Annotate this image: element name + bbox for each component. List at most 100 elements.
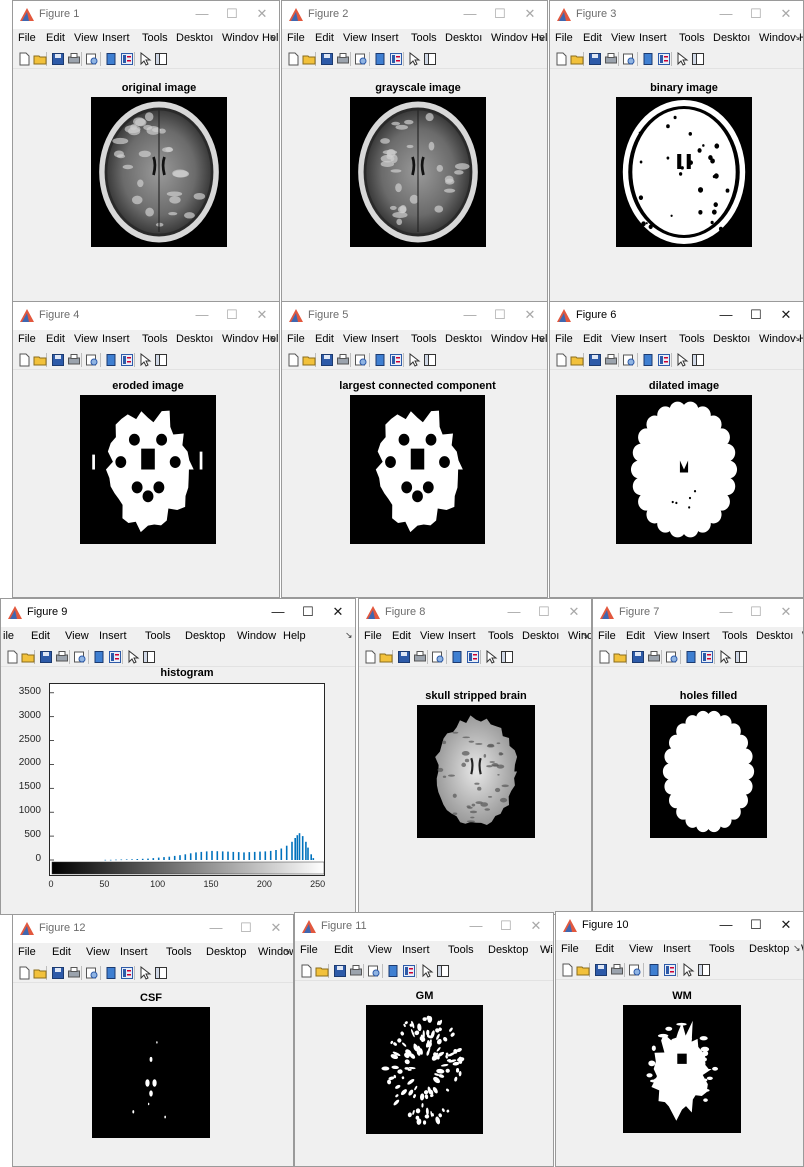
- close-button[interactable]: ✕: [256, 307, 268, 322]
- minimize-button[interactable]: —: [209, 920, 223, 935]
- menu-help[interactable]: Help: [531, 32, 548, 44]
- link-plot-icon[interactable]: [386, 964, 400, 978]
- new-figure-icon[interactable]: [597, 650, 611, 664]
- window-titlebar[interactable]: Figure 9 — ☐ ✕: [1, 599, 355, 627]
- maximize-button[interactable]: ☐: [302, 604, 314, 619]
- open-file-icon[interactable]: [613, 650, 627, 664]
- close-button[interactable]: ✕: [780, 604, 792, 619]
- link-plot-icon[interactable]: [647, 963, 661, 977]
- menu-tools[interactable]: Tools: [142, 333, 168, 345]
- insert-colorbar-icon[interactable]: [466, 650, 480, 664]
- open-file-icon[interactable]: [33, 966, 47, 980]
- menu-view[interactable]: View: [65, 630, 89, 642]
- menu-overflow-arrow[interactable]: ↘: [581, 630, 589, 640]
- menu-help[interactable]: Help: [531, 333, 548, 345]
- menu-desktop[interactable]: Desktop: [749, 943, 790, 955]
- menu-file[interactable]: File: [287, 32, 305, 44]
- print-preview-icon[interactable]: [354, 52, 368, 66]
- edit-plot-arrow-icon[interactable]: [681, 962, 695, 977]
- menu-view[interactable]: View: [368, 944, 392, 956]
- open-file-icon[interactable]: [33, 52, 47, 66]
- open-file-icon[interactable]: [302, 353, 316, 367]
- window-titlebar[interactable]: Figure 6 — ☐ ✕: [550, 302, 803, 330]
- menu-overflow-arrow[interactable]: ↘: [537, 333, 545, 343]
- menu-desktop[interactable]: Desktoı: [713, 333, 751, 345]
- edit-plot-arrow-icon[interactable]: [138, 51, 152, 66]
- window-titlebar[interactable]: Figure 3 — ☐ ✕: [550, 1, 803, 29]
- open-file-icon[interactable]: [33, 353, 47, 367]
- maximize-button[interactable]: ☐: [750, 6, 762, 21]
- window-titlebar[interactable]: Figure 7 — ☐ ✕: [593, 599, 803, 627]
- minimize-button[interactable]: —: [271, 604, 285, 619]
- maximize-button[interactable]: ☐: [494, 307, 506, 322]
- menu-overflow-arrow[interactable]: ↘: [269, 32, 277, 42]
- menu-view[interactable]: View: [654, 630, 678, 642]
- close-button[interactable]: ✕: [780, 917, 792, 932]
- maximize-button[interactable]: ☐: [494, 6, 506, 21]
- print-icon[interactable]: [604, 353, 618, 367]
- minimize-button[interactable]: —: [719, 604, 733, 619]
- edit-plot-arrow-icon[interactable]: [407, 352, 421, 367]
- menu-insert[interactable]: Insert: [448, 630, 476, 642]
- edit-plot-arrow-icon[interactable]: [138, 352, 152, 367]
- insert-colorbar-icon[interactable]: [108, 650, 122, 664]
- new-figure-icon[interactable]: [17, 353, 31, 367]
- minimize-button[interactable]: —: [463, 6, 477, 21]
- new-figure-icon[interactable]: [554, 52, 568, 66]
- menu-tools[interactable]: Tools: [145, 630, 171, 642]
- insert-colorbar-icon[interactable]: [700, 650, 714, 664]
- menu-insert[interactable]: Insert: [371, 32, 399, 44]
- save-icon[interactable]: [588, 353, 602, 367]
- menu-insert[interactable]: Insert: [371, 333, 399, 345]
- edit-plot-arrow-icon[interactable]: [718, 649, 732, 664]
- show-plot-tools-icon[interactable]: [154, 966, 168, 980]
- menu-file[interactable]: File: [364, 630, 382, 642]
- menu-overflow-arrow[interactable]: ↘: [793, 333, 801, 343]
- print-icon[interactable]: [67, 353, 81, 367]
- menu-insert[interactable]: Insert: [663, 943, 691, 955]
- menu-window[interactable]: Windov: [491, 32, 528, 44]
- show-plot-tools-icon[interactable]: [691, 353, 705, 367]
- menu-insert[interactable]: Insert: [102, 333, 130, 345]
- close-button[interactable]: ✕: [780, 307, 792, 322]
- menu-desktop[interactable]: Desktoı: [522, 630, 560, 642]
- print-icon[interactable]: [604, 52, 618, 66]
- menu-desktop[interactable]: Desktop: [488, 944, 529, 956]
- menu-desktop[interactable]: Desktop: [206, 946, 247, 958]
- print-preview-icon[interactable]: [85, 353, 99, 367]
- print-icon[interactable]: [67, 966, 81, 980]
- menu-window[interactable]: Windov: [491, 333, 528, 345]
- open-file-icon[interactable]: [315, 964, 329, 978]
- close-button[interactable]: ✕: [256, 6, 268, 21]
- show-plot-tools-icon[interactable]: [154, 353, 168, 367]
- open-file-icon[interactable]: [570, 353, 584, 367]
- menu-file[interactable]: File: [555, 32, 573, 44]
- menu-tools[interactable]: Tools: [448, 944, 474, 956]
- print-icon[interactable]: [610, 963, 624, 977]
- print-preview-icon[interactable]: [622, 353, 636, 367]
- insert-colorbar-icon[interactable]: [120, 52, 134, 66]
- window-titlebar[interactable]: Figure 5 — ☐ ✕: [282, 302, 547, 330]
- menu-edit[interactable]: Edit: [315, 333, 334, 345]
- new-figure-icon[interactable]: [554, 353, 568, 367]
- menu-tools[interactable]: Tools: [722, 630, 748, 642]
- print-preview-icon[interactable]: [431, 650, 445, 664]
- menu-view[interactable]: View: [343, 32, 367, 44]
- save-icon[interactable]: [631, 650, 645, 664]
- save-icon[interactable]: [333, 964, 347, 978]
- edit-plot-arrow-icon[interactable]: [138, 965, 152, 980]
- menu-insert[interactable]: Insert: [402, 944, 430, 956]
- menu-tools[interactable]: Tools: [679, 333, 705, 345]
- menu-file[interactable]: File: [18, 946, 36, 958]
- menu-edit[interactable]: Edit: [583, 32, 602, 44]
- menu-edit[interactable]: Edit: [315, 32, 334, 44]
- show-plot-tools-icon[interactable]: [691, 52, 705, 66]
- menu-view[interactable]: View: [611, 333, 635, 345]
- print-preview-icon[interactable]: [628, 963, 642, 977]
- new-figure-icon[interactable]: [560, 963, 574, 977]
- menu-edit[interactable]: Edit: [52, 946, 71, 958]
- minimize-button[interactable]: —: [719, 307, 733, 322]
- close-button[interactable]: ✕: [568, 604, 580, 619]
- minimize-button[interactable]: —: [469, 918, 483, 933]
- menu-file[interactable]: File: [300, 944, 318, 956]
